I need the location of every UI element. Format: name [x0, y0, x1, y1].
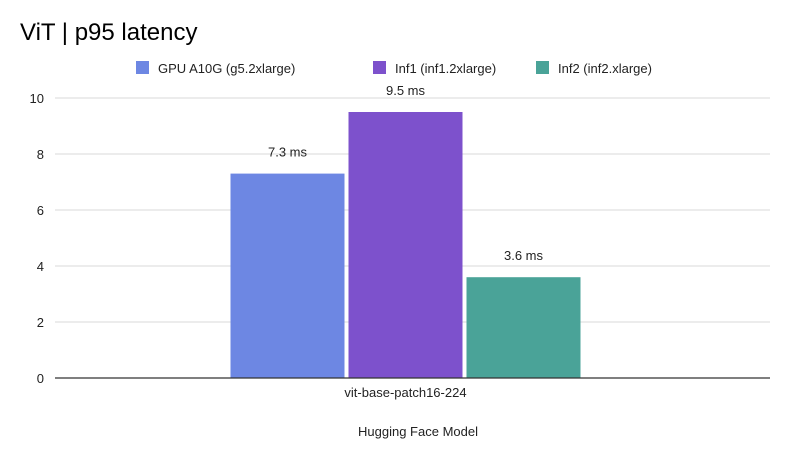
bar-1	[230, 173, 345, 378]
data-label: 9.5 ms	[386, 83, 426, 98]
y-tick-label: 4	[37, 259, 44, 274]
data-label: 3.6 ms	[504, 248, 544, 263]
data-labels: 7.3 ms 9.5 ms 3.6 ms	[268, 83, 544, 263]
legend-item: GPU A10G (g5.2xlarge)	[136, 61, 295, 76]
x-tick-label: vit-base-patch16-224	[344, 385, 466, 400]
legend-label: Inf1 (inf1.2xlarge)	[395, 61, 496, 76]
bar-2	[348, 112, 463, 378]
y-tick-label: 2	[37, 315, 44, 330]
legend-swatch	[373, 61, 386, 74]
bar-3	[466, 277, 581, 378]
legend: GPU A10G (g5.2xlarge) Inf1 (inf1.2xlarge)…	[136, 61, 652, 76]
chart-title: ViT | p95 latency	[20, 19, 197, 46]
x-axis: vit-base-patch16-224	[55, 377, 770, 400]
x-axis-label: Hugging Face Model	[358, 424, 478, 439]
y-tick-label: 6	[37, 203, 44, 218]
legend-item: Inf1 (inf1.2xlarge)	[373, 61, 496, 76]
legend-label: GPU A10G (g5.2xlarge)	[158, 61, 295, 76]
y-tick-label: 8	[37, 147, 44, 162]
data-label: 7.3 ms	[268, 145, 308, 160]
legend-swatch	[536, 61, 549, 74]
legend-label: Inf2 (inf2.xlarge)	[558, 61, 652, 76]
y-tick-label: 0	[37, 371, 44, 386]
y-axis: 0 2 4 6 8 10	[30, 91, 44, 386]
bars	[230, 112, 581, 378]
legend-swatch	[136, 61, 149, 74]
y-tick-label: 10	[30, 91, 44, 106]
legend-item: Inf2 (inf2.xlarge)	[536, 61, 652, 76]
